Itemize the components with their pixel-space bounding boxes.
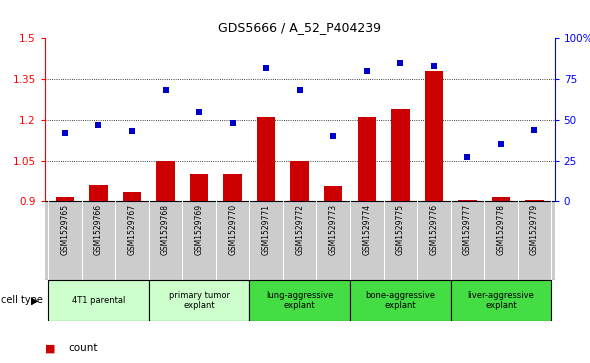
Text: GSM1529770: GSM1529770 bbox=[228, 204, 237, 255]
Bar bbox=[391, 109, 409, 201]
Text: GSM1529774: GSM1529774 bbox=[362, 204, 371, 255]
Text: GSM1529778: GSM1529778 bbox=[496, 204, 506, 255]
Bar bbox=[257, 117, 276, 201]
Bar bbox=[123, 192, 141, 201]
Point bbox=[228, 120, 237, 126]
Text: GSM1529775: GSM1529775 bbox=[396, 204, 405, 255]
Point bbox=[194, 109, 204, 115]
Text: GSM1529767: GSM1529767 bbox=[127, 204, 136, 255]
Text: count: count bbox=[68, 343, 98, 354]
Bar bbox=[350, 280, 451, 321]
Point bbox=[362, 68, 372, 74]
Point bbox=[530, 127, 539, 132]
Bar bbox=[55, 197, 74, 201]
Text: primary tumor
explant: primary tumor explant bbox=[169, 291, 230, 310]
Text: ▶: ▶ bbox=[31, 295, 38, 305]
Bar bbox=[451, 280, 551, 321]
Point bbox=[429, 63, 438, 69]
Point bbox=[463, 155, 472, 160]
Text: liver-aggressive
explant: liver-aggressive explant bbox=[467, 291, 535, 310]
Point bbox=[496, 142, 506, 147]
Bar bbox=[190, 174, 208, 201]
Bar bbox=[250, 280, 350, 321]
Text: GSM1529776: GSM1529776 bbox=[430, 204, 438, 255]
Bar bbox=[224, 174, 242, 201]
Text: GSM1529779: GSM1529779 bbox=[530, 204, 539, 255]
Text: GSM1529765: GSM1529765 bbox=[60, 204, 70, 255]
Point bbox=[396, 60, 405, 65]
Point bbox=[295, 87, 304, 93]
Point bbox=[161, 87, 171, 93]
Bar bbox=[425, 71, 443, 201]
Text: 4T1 parental: 4T1 parental bbox=[72, 296, 125, 305]
Text: GSM1529773: GSM1529773 bbox=[329, 204, 337, 255]
Text: GSM1529768: GSM1529768 bbox=[161, 204, 170, 255]
Point bbox=[261, 65, 271, 70]
Point bbox=[127, 129, 137, 134]
Text: GSM1529777: GSM1529777 bbox=[463, 204, 472, 255]
Point bbox=[94, 122, 103, 127]
Bar bbox=[358, 117, 376, 201]
Text: GSM1529772: GSM1529772 bbox=[295, 204, 304, 255]
Bar bbox=[156, 160, 175, 201]
Text: GSM1529769: GSM1529769 bbox=[195, 204, 204, 255]
Text: cell type: cell type bbox=[1, 295, 42, 305]
Text: ■: ■ bbox=[45, 343, 55, 354]
Bar bbox=[525, 200, 544, 201]
Title: GDS5666 / A_52_P404239: GDS5666 / A_52_P404239 bbox=[218, 21, 381, 34]
Bar bbox=[89, 185, 108, 201]
Bar bbox=[491, 197, 510, 201]
Bar bbox=[290, 160, 309, 201]
Bar bbox=[458, 200, 477, 201]
Point bbox=[60, 130, 70, 136]
Bar bbox=[324, 187, 342, 201]
Text: bone-aggressive
explant: bone-aggressive explant bbox=[365, 291, 435, 310]
Bar bbox=[48, 280, 149, 321]
Text: GSM1529771: GSM1529771 bbox=[262, 204, 271, 255]
Point bbox=[329, 133, 338, 139]
Text: lung-aggressive
explant: lung-aggressive explant bbox=[266, 291, 333, 310]
Bar bbox=[149, 280, 250, 321]
Text: GSM1529766: GSM1529766 bbox=[94, 204, 103, 255]
